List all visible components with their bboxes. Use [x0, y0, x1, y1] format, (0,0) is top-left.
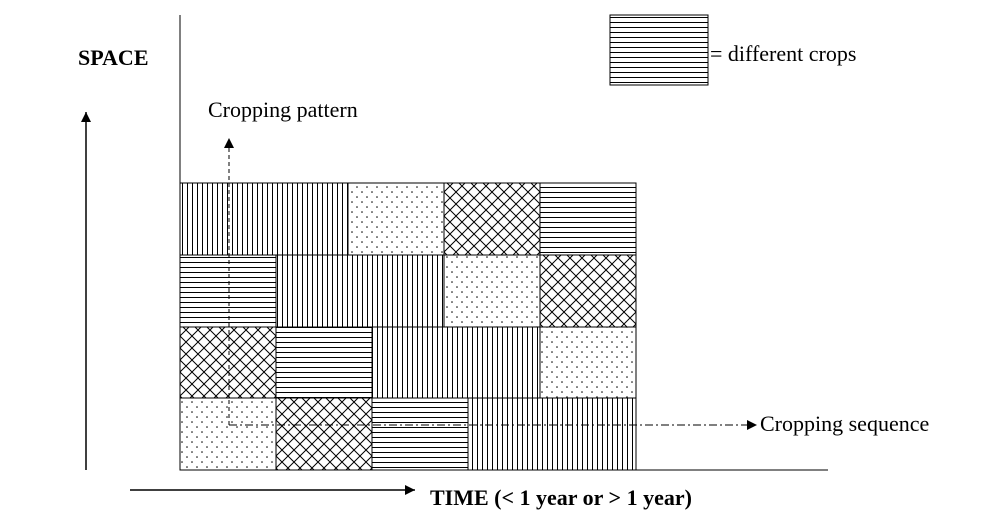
space-label: SPACE: [78, 45, 149, 70]
crop-cell: [539, 254, 637, 328]
crop-cell: [179, 182, 349, 256]
crop-cell: [443, 254, 541, 328]
crop-cell: [275, 326, 373, 399]
crop-cell: [539, 326, 637, 399]
time-label: TIME (< 1 year or > 1 year): [430, 485, 692, 510]
crop-cell: [275, 254, 445, 328]
crop-cell: [179, 326, 277, 399]
sequence-label: Cropping sequence: [760, 411, 929, 436]
crop-cell: [371, 397, 469, 471]
crop-cell: [539, 182, 637, 256]
legend-label: = different crops: [710, 41, 856, 66]
crop-cell: [275, 397, 373, 471]
pattern-label: Cropping pattern: [208, 97, 358, 122]
legend-swatch: [609, 14, 709, 86]
crop-grid: [179, 182, 637, 471]
crop-cell: [467, 397, 637, 471]
crop-cell: [347, 182, 445, 256]
crop-cell: [179, 254, 277, 328]
crop-cell: [179, 397, 277, 471]
crop-cell: [371, 326, 541, 399]
crop-cell: [443, 182, 541, 256]
